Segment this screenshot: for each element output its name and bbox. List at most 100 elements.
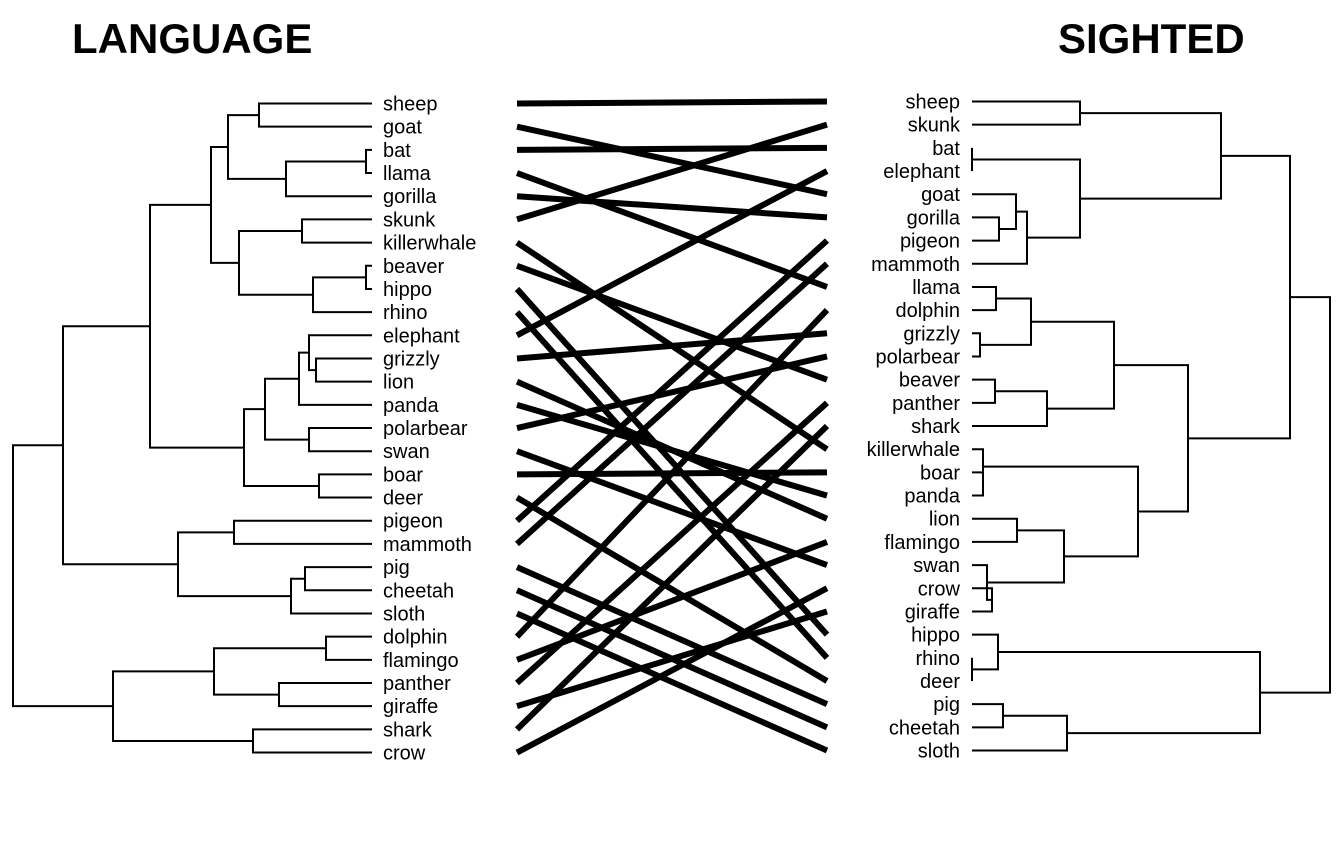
right-leaf-label: gorilla (907, 207, 961, 229)
connector-line (515, 168, 829, 338)
connector-line (515, 494, 829, 684)
connector-line (514, 310, 830, 660)
left-leaf-label: grizzly (383, 348, 440, 370)
right-dendrogram-link (972, 216, 1000, 242)
left-dendrogram-link (325, 635, 372, 661)
right-leaf-label: killerwhale (867, 439, 960, 461)
right-leaf-label: panther (892, 393, 960, 415)
left-leaf-label: lion (383, 372, 414, 394)
left-leaf-label: gorilla (383, 186, 437, 208)
right-leaf-label: mammoth (871, 254, 960, 276)
right-dendrogram-link (1260, 296, 1331, 694)
left-leaf-label: sloth (383, 603, 425, 625)
connector-line (516, 193, 828, 221)
left-leaf-label: goat (383, 117, 422, 139)
right-leaf-label: goat (921, 184, 960, 206)
left-dendrogram-link (233, 519, 372, 545)
left-leaf-label: cheetah (383, 580, 454, 602)
right-leaf-label: cheetah (889, 717, 960, 739)
left-leaf-label: panda (383, 395, 439, 417)
left-leaf-label: llama (383, 163, 432, 185)
connector-line (516, 330, 828, 362)
right-leaf-label: hippo (911, 625, 960, 647)
right-dendrogram-link (972, 714, 1068, 752)
connector-line (514, 308, 830, 639)
left-dendrogram-title: LANGUAGE (72, 15, 313, 62)
left-dendrogram-link (301, 218, 372, 244)
right-leaf-label: beaver (899, 370, 960, 392)
right-dendrogram-link (972, 390, 1048, 428)
left-dendrogram-link (12, 444, 113, 708)
left-dendrogram-link (112, 670, 253, 742)
connector-line (516, 608, 828, 710)
right-dendrogram-link (1114, 364, 1189, 513)
left-dendrogram-link (258, 102, 372, 128)
right-leaf-label: lion (929, 509, 960, 531)
right-leaf-label: polarbear (875, 346, 960, 368)
left-leaf-label: flamingo (383, 650, 459, 672)
right-leaf-label: shark (911, 416, 961, 438)
left-leaf-label: giraffe (383, 696, 438, 718)
connector-line (514, 423, 830, 732)
right-leaf-label: panda (904, 486, 960, 508)
right-leaf-label: boar (920, 462, 960, 484)
left-leaf-label: mammoth (383, 534, 472, 556)
right-leaf-label: bat (932, 138, 960, 160)
connector-line (516, 98, 828, 107)
connector-line (516, 121, 828, 223)
left-dendrogram-link (62, 325, 178, 566)
right-dendrogram-link (972, 517, 1018, 543)
right-dendrogram-link (972, 100, 1081, 126)
left-dendrogram-link (243, 408, 319, 487)
connector-line (516, 123, 828, 198)
right-dendrogram-link (1080, 112, 1222, 200)
right-dendrogram-link (998, 651, 1261, 735)
connector-line (514, 261, 830, 547)
connector-line (515, 564, 829, 707)
right-dendrogram-link (972, 448, 984, 484)
left-dendrogram-link (227, 114, 286, 180)
connector-line (514, 286, 830, 637)
left-leaf-label: boar (383, 464, 423, 486)
connector-line (515, 170, 829, 290)
right-leaf-label: crow (918, 578, 961, 600)
right-leaf-label: pigeon (900, 231, 960, 253)
right-dendrogram-link (972, 193, 1017, 230)
right-dendrogram-link (987, 529, 1065, 584)
connector-line (516, 144, 828, 153)
right-leaf-label: pig (933, 694, 960, 716)
left-dendrogram-link (264, 377, 309, 441)
right-dendrogram-link (983, 465, 1139, 558)
left-dendrogram-link (278, 682, 372, 708)
left-leaf-label: shark (383, 719, 433, 741)
left-leaf-label: swan (383, 441, 430, 463)
left-leaf-label: sheep (383, 94, 438, 116)
left-leaf-label: rhino (383, 302, 427, 324)
right-dendrogram-link (972, 471, 984, 497)
left-leaf-label: pig (383, 557, 410, 579)
left-dendrogram-link (210, 145, 239, 264)
right-leaf-labels: sheepskunkbatelephantgoatgorillapigeonma… (867, 92, 961, 763)
left-dendrogram-link (315, 357, 372, 383)
left-dendrogram-link (308, 427, 372, 453)
right-dendrogram-link (972, 332, 981, 358)
right-dendrogram-link (972, 633, 999, 671)
right-dendrogram-link (972, 703, 1004, 729)
left-leaf-label: deer (383, 488, 423, 510)
right-dendrogram (971, 100, 1331, 752)
left-leaf-label: beaver (383, 256, 444, 278)
right-leaf-label: skunk (908, 115, 961, 137)
left-dendrogram-link (365, 148, 372, 175)
right-leaf-label: flamingo (884, 532, 960, 554)
leaf-connectors (514, 98, 830, 756)
left-leaf-label: polarbear (383, 418, 468, 440)
left-leaf-label: hippo (383, 279, 432, 301)
left-dendrogram-link (285, 160, 372, 198)
left-dendrogram-link (213, 647, 326, 696)
left-dendrogram-link (149, 203, 244, 449)
left-dendrogram-link (308, 334, 372, 372)
left-dendrogram (12, 102, 372, 754)
right-leaf-label: giraffe (905, 601, 960, 623)
left-leaf-label: pigeon (383, 511, 443, 533)
